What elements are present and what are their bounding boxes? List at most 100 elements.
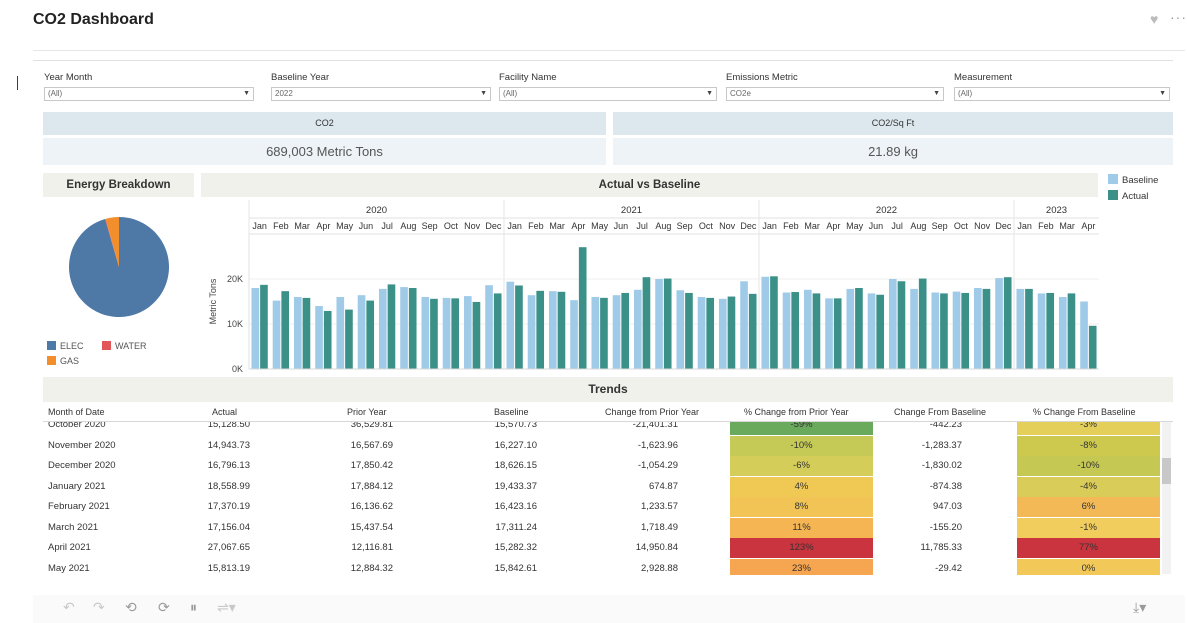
filter-measurement[interactable]: Measurement (All) ▼: [954, 72, 1170, 101]
bar-baseline[interactable]: [1037, 293, 1046, 369]
filter-dropdown[interactable]: (All) ▼: [954, 87, 1170, 101]
table-row[interactable]: November 2020 14,943.73 16,567.69 16,227.10…: [43, 435, 1160, 456]
bar-baseline[interactable]: [740, 281, 748, 369]
table-row[interactable]: May 2021 15,813.19 12,884.32 15,842.61 2,928…: [43, 558, 1160, 575]
filter-dropdown[interactable]: 2022 ▼: [271, 87, 491, 101]
bar-actual[interactable]: [876, 294, 885, 369]
filter-dropdown[interactable]: CO2e ▼: [726, 87, 944, 101]
bar-baseline[interactable]: [952, 291, 961, 369]
bar-actual[interactable]: [748, 293, 757, 369]
pie-slice-water[interactable]: [105, 218, 119, 267]
bar-baseline[interactable]: [995, 278, 1003, 369]
filter-dropdown[interactable]: (All) ▼: [44, 87, 254, 101]
legend-item-water[interactable]: WATER: [102, 341, 147, 351]
table-row[interactable]: February 2021 17,370.19 16,136.62 16,423.16…: [43, 497, 1160, 517]
bar-actual[interactable]: [685, 292, 693, 369]
bar-baseline[interactable]: [655, 279, 663, 369]
bar-actual[interactable]: [323, 310, 332, 369]
bar-baseline[interactable]: [400, 287, 408, 369]
bar-baseline[interactable]: [612, 295, 621, 369]
legend-item-gas[interactable]: GAS: [47, 356, 79, 366]
bar-baseline[interactable]: [718, 298, 727, 369]
table-row[interactable]: December 2020 16,796.13 17,850.42 18,626.15…: [43, 456, 1160, 476]
bar-actual[interactable]: [855, 288, 863, 369]
bar-baseline[interactable]: [548, 291, 557, 369]
bar-baseline[interactable]: [315, 306, 323, 369]
bar-baseline[interactable]: [527, 295, 536, 369]
bar-actual[interactable]: [451, 298, 460, 369]
bar-actual[interactable]: [281, 291, 290, 369]
bar-actual[interactable]: [1025, 288, 1033, 369]
bar-baseline[interactable]: [357, 295, 366, 369]
bar-baseline[interactable]: [570, 300, 578, 369]
bar-actual[interactable]: [366, 300, 375, 369]
column-header[interactable]: % Change from Prior Year: [744, 407, 849, 417]
bar-actual[interactable]: [578, 247, 587, 369]
table-row[interactable]: April 2021 27,067.65 12,116.81 15,282.32 14,…: [43, 538, 1160, 558]
bar-actual[interactable]: [727, 296, 736, 369]
bar-baseline[interactable]: [421, 297, 430, 369]
bar-baseline[interactable]: [697, 297, 706, 369]
bar-actual[interactable]: [918, 278, 927, 369]
bar-baseline[interactable]: [867, 293, 876, 369]
bar-baseline[interactable]: [782, 292, 791, 370]
bar-actual[interactable]: [387, 284, 396, 369]
bar-actual[interactable]: [1003, 277, 1012, 369]
bar-baseline[interactable]: [1080, 301, 1088, 370]
column-header[interactable]: Prior Year: [347, 407, 387, 417]
bar-actual[interactable]: [940, 293, 948, 369]
bar-baseline[interactable]: [442, 297, 451, 369]
bar-actual[interactable]: [770, 276, 778, 369]
column-header[interactable]: % Change From Baseline: [1033, 407, 1136, 417]
bar-baseline[interactable]: [825, 298, 833, 369]
table-row[interactable]: March 2021 17,156.04 15,437.54 17,311.24 1,7…: [43, 517, 1160, 538]
bar-baseline[interactable]: [591, 297, 600, 369]
bar-baseline[interactable]: [910, 288, 918, 369]
bar-actual[interactable]: [642, 277, 651, 369]
bar-actual[interactable]: [982, 288, 991, 369]
refresh-data-icon[interactable]: ⟳: [158, 599, 170, 615]
bar-baseline[interactable]: [378, 288, 387, 369]
download-icon[interactable]: ⤓▾: [1133, 599, 1147, 615]
filter-baseline-year[interactable]: Baseline Year 2022 ▼: [271, 72, 491, 101]
bar-baseline[interactable]: [485, 285, 493, 369]
bar-actual[interactable]: [897, 281, 906, 369]
bar-baseline[interactable]: [931, 292, 940, 370]
actual-vs-baseline-chart[interactable]: 2020 2021 2022 2023 Jan Feb Mar Apr May Jun Jul Aug…: [201, 198, 1101, 372]
bar-actual[interactable]: [791, 292, 800, 369]
bar-actual[interactable]: [515, 285, 523, 369]
bar-baseline[interactable]: [251, 288, 260, 369]
bar-actual[interactable]: [1067, 293, 1076, 369]
bar-baseline[interactable]: [973, 288, 982, 369]
revert-icon[interactable]: ⟲: [125, 599, 137, 615]
share-icon[interactable]: ⇌▾: [217, 599, 236, 615]
filter-dropdown[interactable]: (All) ▼: [499, 87, 717, 101]
favorite-icon[interactable]: ♥: [1150, 11, 1159, 27]
bar-baseline[interactable]: [463, 296, 472, 369]
bar-baseline[interactable]: [676, 290, 685, 369]
bar-actual[interactable]: [430, 298, 438, 369]
bar-actual[interactable]: [302, 297, 311, 369]
legend-item-actual[interactable]: Actual: [1108, 190, 1148, 202]
bar-actual[interactable]: [408, 288, 417, 369]
bar-baseline[interactable]: [633, 289, 642, 369]
scrollbar-thumb[interactable]: [1162, 458, 1171, 484]
bar-actual[interactable]: [621, 292, 630, 369]
filter-facility-name[interactable]: Facility Name (All) ▼: [499, 72, 717, 101]
column-header[interactable]: Month of Date: [48, 407, 105, 417]
more-options-icon[interactable]: ···: [1170, 9, 1187, 25]
bar-baseline[interactable]: [761, 276, 770, 369]
bar-baseline[interactable]: [506, 281, 515, 369]
table-scrollbar[interactable]: [1162, 422, 1171, 574]
filter-year-month[interactable]: Year Month (All) ▼: [44, 72, 254, 101]
redo-icon[interactable]: ↷: [93, 599, 105, 615]
bar-baseline[interactable]: [1058, 297, 1067, 369]
legend-item-elec[interactable]: ELEC: [47, 341, 84, 351]
undo-icon[interactable]: ↶: [63, 599, 75, 615]
column-header[interactable]: Change From Baseline: [894, 407, 987, 417]
bar-actual[interactable]: [706, 297, 715, 369]
pie-slice-gas[interactable]: [105, 217, 119, 267]
bar-baseline[interactable]: [803, 289, 812, 369]
column-header[interactable]: Change from Prior Year: [605, 407, 700, 417]
bar-actual[interactable]: [472, 301, 481, 369]
